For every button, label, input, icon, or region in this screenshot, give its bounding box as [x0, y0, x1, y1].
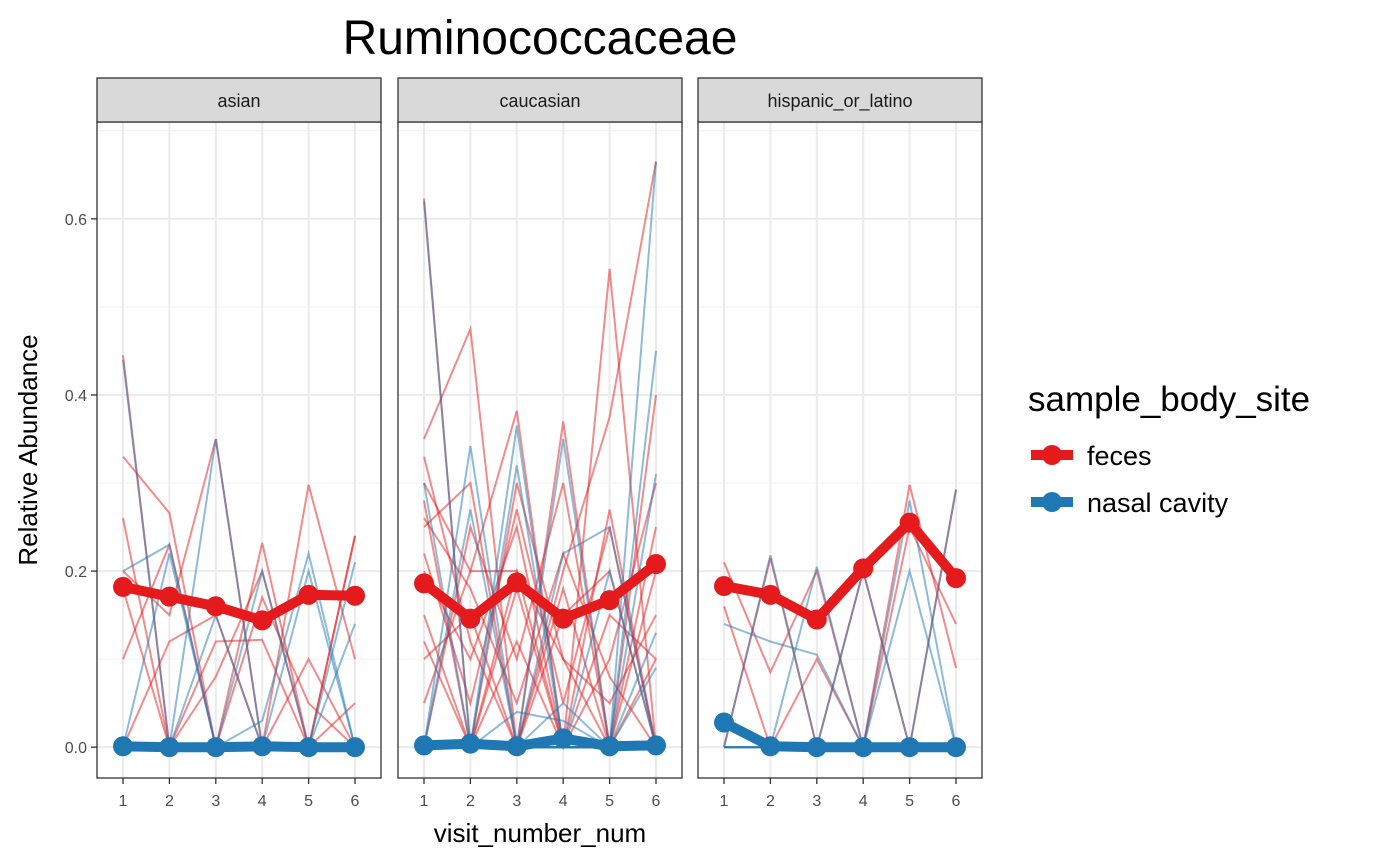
mean-point-nasal-cavity — [899, 737, 920, 758]
legend-label: nasal cavity — [1087, 488, 1229, 518]
facet-strip — [397, 77, 683, 123]
x-tick-label: 4 — [559, 793, 568, 810]
mean-point-feces — [252, 610, 273, 631]
x-tick-label: 4 — [258, 793, 267, 810]
x-axis-title: visit_number_num — [434, 818, 646, 848]
mean-point-feces — [714, 576, 734, 597]
legend-entry-nasal-cavity: nasal cavity — [1031, 488, 1229, 518]
mean-point-nasal-cavity — [599, 736, 620, 757]
mean-point-nasal-cavity — [205, 737, 226, 758]
mean-point-feces — [806, 609, 827, 630]
legend-key-point — [1042, 445, 1062, 465]
legend-label: feces — [1087, 441, 1152, 471]
mean-point-nasal-cavity — [714, 712, 734, 733]
mean-point-feces — [298, 584, 319, 605]
facet-strip-label: asian — [217, 91, 260, 111]
x-tick-label: 1 — [720, 793, 729, 810]
mean-line-nasal-cavity — [122, 741, 355, 753]
mean-point-feces — [599, 590, 620, 611]
x-tick-label: 2 — [165, 793, 174, 810]
mean-point-nasal-cavity — [853, 737, 874, 758]
y-tick-label: 0.2 — [65, 564, 87, 581]
x-tick-label: 6 — [351, 793, 360, 810]
mean-point-feces — [646, 554, 666, 575]
x-tick-label: 3 — [812, 793, 821, 810]
mean-point-nasal-cavity — [760, 736, 781, 757]
y-tick-label: 0.0 — [65, 740, 87, 757]
mean-point-nasal-cavity — [506, 736, 527, 757]
subject-line-feces — [423, 268, 657, 748]
mean-point-nasal-cavity — [553, 728, 574, 749]
facet-strip — [96, 77, 382, 123]
y-tick-label: 0.6 — [65, 212, 87, 229]
mean-point-feces — [506, 572, 527, 593]
facet-panel-asian: asian 1 2 3 4 5 6 0.0 0.2 0.4 0.6 — [65, 77, 382, 810]
facet-strip — [697, 77, 983, 123]
x-tick-label: 2 — [466, 793, 475, 810]
facet-panel-hispanic_or_latino: hispanic_or_latino 1 2 3 4 5 6 — [697, 77, 983, 810]
mean-point-nasal-cavity — [460, 733, 481, 754]
x-tick-label: 1 — [420, 793, 429, 810]
mean-point-nasal-cavity — [252, 736, 273, 757]
legend: sample_body_site feces nasal cavity — [1028, 380, 1310, 518]
mean-point-nasal-cavity — [113, 736, 133, 757]
y-axis-title: Relative Abundance — [13, 334, 43, 565]
x-tick-label: 4 — [859, 793, 868, 810]
facet-strip-label: hispanic_or_latino — [767, 91, 912, 112]
mean-point-feces — [760, 584, 781, 605]
x-tick-label: 1 — [119, 793, 128, 810]
legend-key-point — [1042, 492, 1062, 512]
mean-point-feces — [946, 568, 966, 589]
mean-point-feces — [553, 608, 574, 629]
mean-point-nasal-cavity — [806, 737, 827, 758]
mean-point-feces — [460, 608, 481, 629]
x-tick-label: 6 — [952, 793, 961, 810]
x-tick-label: 3 — [512, 793, 521, 810]
chart-title: Ruminococcaceae — [343, 12, 738, 65]
x-tick-label: 3 — [211, 793, 220, 810]
mean-point-nasal-cavity — [345, 737, 365, 758]
mean-point-feces — [899, 512, 920, 533]
x-tick-label: 5 — [605, 793, 614, 810]
x-tick-label: 5 — [304, 793, 313, 810]
mean-point-nasal-cavity — [946, 737, 966, 758]
mean-point-nasal-cavity — [298, 737, 319, 758]
mean-point-nasal-cavity — [159, 737, 180, 758]
mean-point-feces — [853, 558, 874, 579]
legend-title: sample_body_site — [1028, 380, 1310, 419]
subject-line-feces — [423, 585, 657, 751]
legend-entry-feces: feces — [1031, 441, 1152, 471]
facet-panel-caucasian: caucasian 1 2 3 4 5 6 — [397, 77, 683, 810]
mean-point-nasal-cavity — [414, 735, 434, 756]
mean-point-feces — [205, 596, 226, 617]
y-tick-label: 0.4 — [65, 388, 87, 405]
x-tick-label: 2 — [766, 793, 775, 810]
mean-point-feces — [159, 586, 180, 607]
x-tick-label: 6 — [652, 793, 661, 810]
mean-point-nasal-cavity — [646, 735, 666, 756]
x-tick-label: 5 — [905, 793, 914, 810]
subject-line-feces — [122, 518, 356, 750]
mean-point-feces — [113, 576, 133, 597]
mean-point-feces — [345, 585, 365, 606]
facet-strip-label: caucasian — [499, 91, 580, 111]
mean-point-feces — [414, 573, 434, 594]
